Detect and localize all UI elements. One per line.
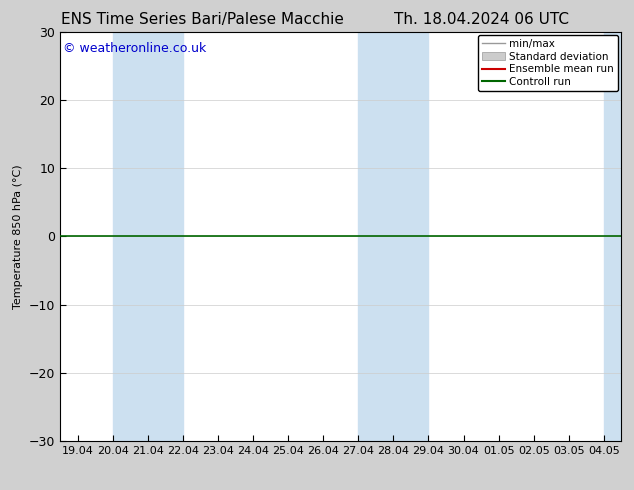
Text: Th. 18.04.2024 06 UTC: Th. 18.04.2024 06 UTC <box>394 12 569 27</box>
Y-axis label: Temperature 850 hPa (°C): Temperature 850 hPa (°C) <box>13 164 23 309</box>
Bar <box>358 32 429 441</box>
Text: ENS Time Series Bari/Palese Macchie: ENS Time Series Bari/Palese Macchie <box>61 12 344 27</box>
Legend: min/max, Standard deviation, Ensemble mean run, Controll run: min/max, Standard deviation, Ensemble me… <box>478 35 618 91</box>
Text: © weatheronline.co.uk: © weatheronline.co.uk <box>63 42 206 55</box>
Bar <box>604 32 621 441</box>
Bar <box>113 32 183 441</box>
